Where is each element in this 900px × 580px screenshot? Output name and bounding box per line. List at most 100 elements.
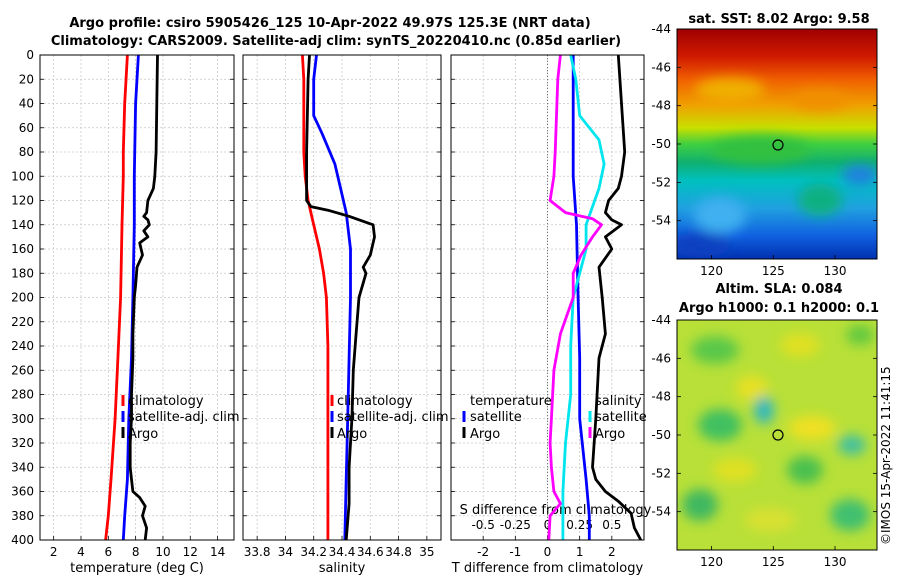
legend-label-climatology: climatology [337,394,413,409]
x-tick-label: 33.8 [244,545,271,559]
sla-blob [838,435,866,455]
lat-tick-label: -44 [651,313,671,327]
legend-label-satellite-adj: satellite-adj. clim [128,410,240,425]
lat-tick-label: -44 [651,22,671,36]
lat-tick-label: -48 [651,99,671,113]
temperature-legend: climatology satellite-adj. clim Argo [121,394,240,442]
legend-label-t-satellite: satellite [470,410,522,425]
x-tick-label: 2 [608,545,616,559]
sla-map-title-line2: Argo h1000: 0.1 h2000: 0.1 [679,301,879,316]
figure-title-line1: Argo profile: csiro 5905426_125 10-Apr-2… [69,16,590,31]
series-line-argo [128,54,159,541]
y-tick-label: 220 [11,315,34,329]
lat-tick-label: -46 [651,60,671,74]
difference-panel: -2 -1 0 1 2-0.5 -0.25 0 0.25 0.5S difference fro… [450,54,652,576]
x-tick-label: 8 [132,545,140,559]
x2-tick-label: -0.25 [500,518,531,532]
lat-tick-label: -54 [651,214,671,228]
sla-blob [682,489,718,521]
x-tick-label: 34.6 [357,545,384,559]
sla-blob [754,396,774,424]
y-tick-label: 180 [11,266,34,280]
series-line-climatology [104,54,129,541]
sla-blob [846,325,874,345]
series-line-s-argo [547,54,603,541]
sla-blob [788,416,836,440]
lat-tick-label: -52 [651,466,671,480]
y-tick-label: 260 [11,363,34,377]
lon-tick-label: 125 [762,555,785,569]
lat-tick-label: -50 [651,137,671,151]
plot-frame [450,54,645,541]
x-tick-label: 34.8 [385,545,412,559]
y-tick-label: 200 [11,291,34,305]
x-tick-label: -2 [477,545,489,559]
y-tick-label: 360 [11,485,34,499]
argo-position-marker [772,429,784,441]
sla-blob [787,456,823,484]
y-tick-label: 240 [11,339,34,353]
x2-tick-label: 0.5 [602,518,621,532]
sla-blob [780,333,820,357]
y-tick-label: 300 [11,412,34,426]
lat-tick-label: -48 [651,390,671,404]
x-tick-label: 2 [50,545,58,559]
series-line-satellite-adj-clim [312,54,352,541]
legend-label-s-argo: Argo [595,427,625,442]
plot-frame [242,54,442,541]
lat-tick-label: -52 [651,175,671,189]
legend-label-argo: Argo [128,427,158,442]
x-tick-label: 14 [210,545,225,559]
sla-blob [698,409,742,441]
y-tick-label: 80 [19,145,34,159]
lon-tick-label: 130 [824,264,847,278]
y-tick-label: 160 [11,242,34,256]
sst-map [677,29,877,259]
x-axis-label: temperature (deg C) [70,561,204,576]
salinity-panel: 33.8 34 34.2 34.4 34.6 34.8 35 salinity [242,54,442,576]
sst-map-ticks: -44 -46 -48 -50 -52 -54 120 125 130 [651,22,877,278]
sst-map-title: sat. SST: 8.02 Argo: 9.58 [688,12,869,27]
y-tick-label: 0 [26,48,34,62]
lat-tick-label: -50 [651,428,671,442]
legend-label-climatology: climatology [128,394,204,409]
x2-tick-label: 0 [544,518,552,532]
series-line-argo [305,54,376,541]
x-tick-label: 34 [278,545,293,559]
sla-map [677,320,877,550]
sst-blob [842,165,877,185]
difference-legend: temperature satellite Argo salinity sate… [462,394,647,442]
y-tick-label: 120 [11,194,34,208]
sst-blob [695,78,765,102]
x-tick-label: 6 [104,545,112,559]
sst-blob [677,233,730,257]
series-line-t-argo [591,54,643,541]
legend-label-t-argo: Argo [470,427,500,442]
y-tick-label: 340 [11,460,34,474]
lat-tick-label: -46 [651,351,671,365]
sla-blob [830,499,870,531]
sla-blob [744,508,796,532]
lon-tick-label: 120 [700,264,723,278]
sla-map-title-line1: Altim. SLA: 0.084 [716,282,843,297]
legend-label-satellite-adj: satellite-adj. clim [337,410,449,425]
series-line-climatology [301,54,330,540]
salinity-legend: climatology satellite-adj. clim Argo [330,394,449,442]
x2-tick-label: 0.25 [566,518,593,532]
legend-label-s-satellite: satellite [595,410,647,425]
x-tick-label: 35 [419,545,434,559]
legend-label-argo: Argo [337,427,367,442]
x2-tick-label: -0.5 [471,518,494,532]
figure-title-line2: Climatology: CARS2009. Satellite-adj cli… [51,34,621,49]
sla-blob [736,376,768,400]
sst-blob [798,184,842,216]
sst-blob [694,197,746,233]
x-tick-label: -1 [509,545,521,559]
y-tick-label: 20 [19,72,34,86]
x-tick-label: 10 [155,545,170,559]
x-tick-label: 4 [77,545,85,559]
y-tick-label: 380 [11,509,34,523]
imos-stamp: ©IMOS 15-Apr-2022 11:41:15 [879,366,893,545]
y-tick-label: 140 [11,218,34,232]
